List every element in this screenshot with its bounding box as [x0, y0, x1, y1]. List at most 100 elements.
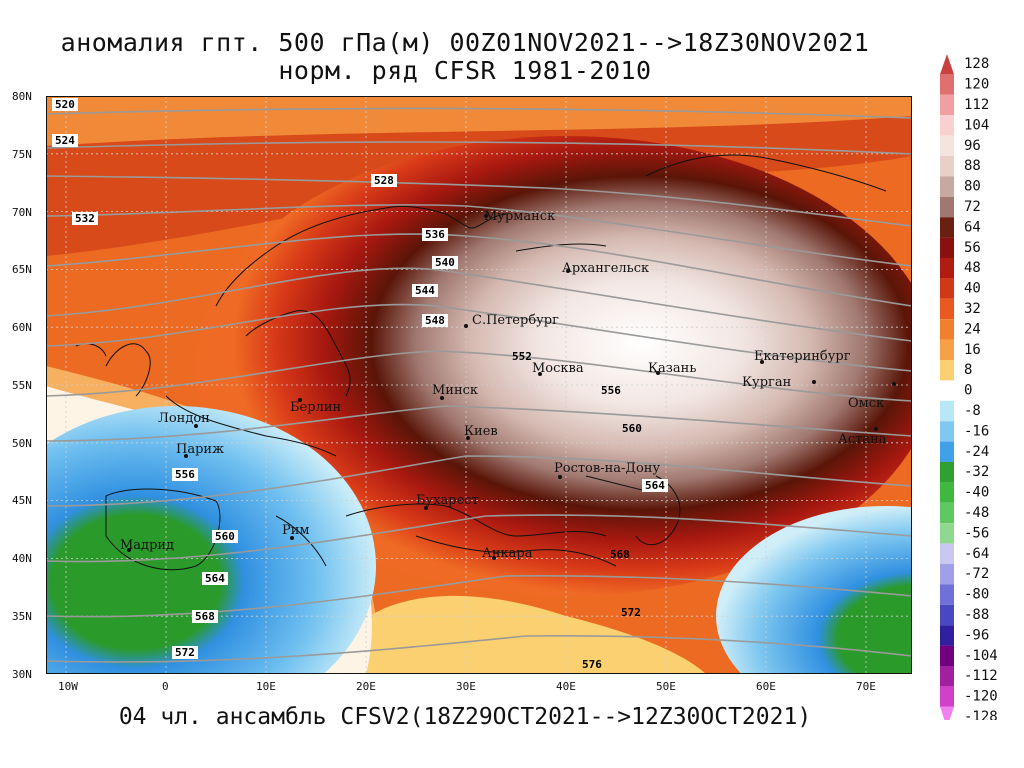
legend-swatch — [940, 502, 954, 524]
lon-label-30e: 30E — [456, 680, 476, 693]
coastlines — [75, 154, 887, 571]
legend-label: 88 — [964, 158, 981, 174]
contour-label-572: 572 — [172, 646, 198, 659]
legend-swatch — [940, 686, 954, 707]
legend-swatch — [940, 176, 954, 197]
svg-text:Бухарест: Бухарест — [416, 493, 479, 508]
city-moscow: Москва — [532, 361, 584, 376]
map-title-line2: норм. ряд CFSR 1981-2010 — [278, 56, 652, 85]
legend-label: -120 — [964, 689, 998, 705]
svg-text:Берлин: Берлин — [290, 400, 341, 415]
legend-label: -48 — [964, 505, 989, 521]
legend-swatch — [940, 278, 954, 299]
contour-label-552: 552 — [512, 350, 532, 363]
svg-text:564: 564 — [645, 479, 665, 492]
contour-label-536: 536 — [422, 228, 448, 241]
legend-label: 104 — [964, 117, 989, 133]
svg-text:528: 528 — [374, 174, 394, 187]
map-footer: 04 чл. ансамбль CFSV2(18Z29OCT2021-->12Z… — [118, 704, 812, 730]
city-ankara: Анкара — [482, 546, 533, 561]
contour-label-group: 520 524 528 532 536 540 544 548 552 556 … — [52, 98, 668, 671]
contour-label-560: 560 — [622, 422, 642, 435]
legend-swatch — [940, 196, 954, 218]
legend-swatch — [940, 584, 954, 605]
lon-label-0: 0 — [162, 680, 169, 693]
legend-swatch — [940, 482, 954, 503]
city-kazan: Казань — [648, 361, 696, 376]
legend-swatch — [940, 115, 954, 136]
legend-label: 32 — [964, 301, 981, 317]
lon-label-60e: 60E — [756, 680, 776, 693]
city-paris: Париж — [176, 442, 224, 458]
svg-text:Москва: Москва — [532, 361, 584, 376]
svg-text:568: 568 — [610, 548, 630, 561]
map-panel: 520 524 528 532 536 540 544 548 552 556 … — [46, 96, 912, 674]
legend-swatch — [940, 156, 954, 177]
anomaly-north-edge — [46, 96, 912, 146]
legend-swatch — [940, 258, 954, 279]
city-astana: Астана — [838, 427, 887, 447]
contour-label-520: 520 — [52, 98, 78, 111]
legend-swatch — [940, 237, 954, 258]
legend-swatch — [940, 74, 954, 95]
legend-label: -72 — [964, 566, 989, 582]
lat-label-45n: 45N — [12, 494, 32, 507]
lat-label-55n: 55N — [12, 379, 32, 392]
legend-label: -64 — [964, 546, 989, 562]
legend-label: -112 — [964, 668, 998, 684]
svg-text:544: 544 — [415, 284, 435, 297]
legend-swatch — [940, 94, 954, 116]
legend-swatch — [940, 543, 954, 564]
contour-label-524: 524 — [52, 134, 78, 147]
city-madrid: Мадрид — [120, 538, 174, 553]
svg-text:576: 576 — [582, 658, 602, 671]
negative-anomaly-sw — [46, 406, 376, 674]
svg-text:Мурманск: Мурманск — [484, 209, 555, 224]
svg-text:548: 548 — [425, 314, 445, 327]
contour-label-528: 528 — [371, 174, 397, 187]
legend-swatch — [940, 441, 954, 462]
legend-swatch — [940, 604, 954, 626]
lon-label-10w: 10W — [58, 680, 78, 693]
lon-label-10e: 10E — [256, 680, 276, 693]
lon-label-50e: 50E — [656, 680, 676, 693]
legend-label: 16 — [964, 342, 981, 358]
svg-text:Курган: Курган — [742, 375, 791, 390]
city-markers: Мурманск Архангельск С.Петербург Москва … — [120, 209, 896, 561]
legend-label: 72 — [964, 199, 981, 215]
city-berlin: Берлин — [290, 398, 341, 415]
contour-label-576: 576 — [582, 658, 602, 671]
legend-label: 64 — [964, 219, 981, 235]
contour-label-564b: 564 — [202, 572, 228, 585]
svg-text:С.Петербург: С.Петербург — [472, 313, 559, 328]
svg-text:Казань: Казань — [648, 361, 696, 376]
legend-swatch — [940, 217, 954, 238]
legend-label: -56 — [964, 525, 989, 541]
legend-label: 128 — [964, 56, 989, 72]
positive-anomaly-center — [196, 136, 912, 596]
legend-swatch — [940, 339, 954, 360]
svg-text:572: 572 — [175, 646, 195, 659]
lon-label-40e: 40E — [556, 680, 576, 693]
legend-swatch — [940, 380, 954, 401]
city-murmansk: Мурманск — [484, 209, 555, 224]
svg-text:Киев: Киев — [464, 424, 498, 439]
svg-text:552: 552 — [512, 350, 532, 363]
svg-text:Мадрид: Мадрид — [120, 538, 174, 553]
contour-label-564: 564 — [642, 479, 668, 492]
lon-label-70e: 70E — [856, 680, 876, 693]
svg-text:Анкара: Анкара — [482, 546, 533, 561]
city-rostov: Ростов-на-Дону — [554, 461, 660, 479]
legend-swatch — [940, 298, 954, 320]
svg-text:560: 560 — [215, 530, 235, 543]
legend-label: -104 — [964, 648, 998, 664]
svg-text:572: 572 — [621, 606, 641, 619]
legend-label: -16 — [964, 423, 989, 439]
city-rome: Рим — [282, 523, 310, 540]
legend-label: 96 — [964, 138, 981, 154]
legend-label: 112 — [964, 97, 989, 113]
legend-swatch — [940, 564, 954, 585]
svg-text:520: 520 — [55, 98, 75, 111]
map-frame — [46, 96, 912, 674]
lat-label-80n: 80N — [12, 90, 32, 103]
